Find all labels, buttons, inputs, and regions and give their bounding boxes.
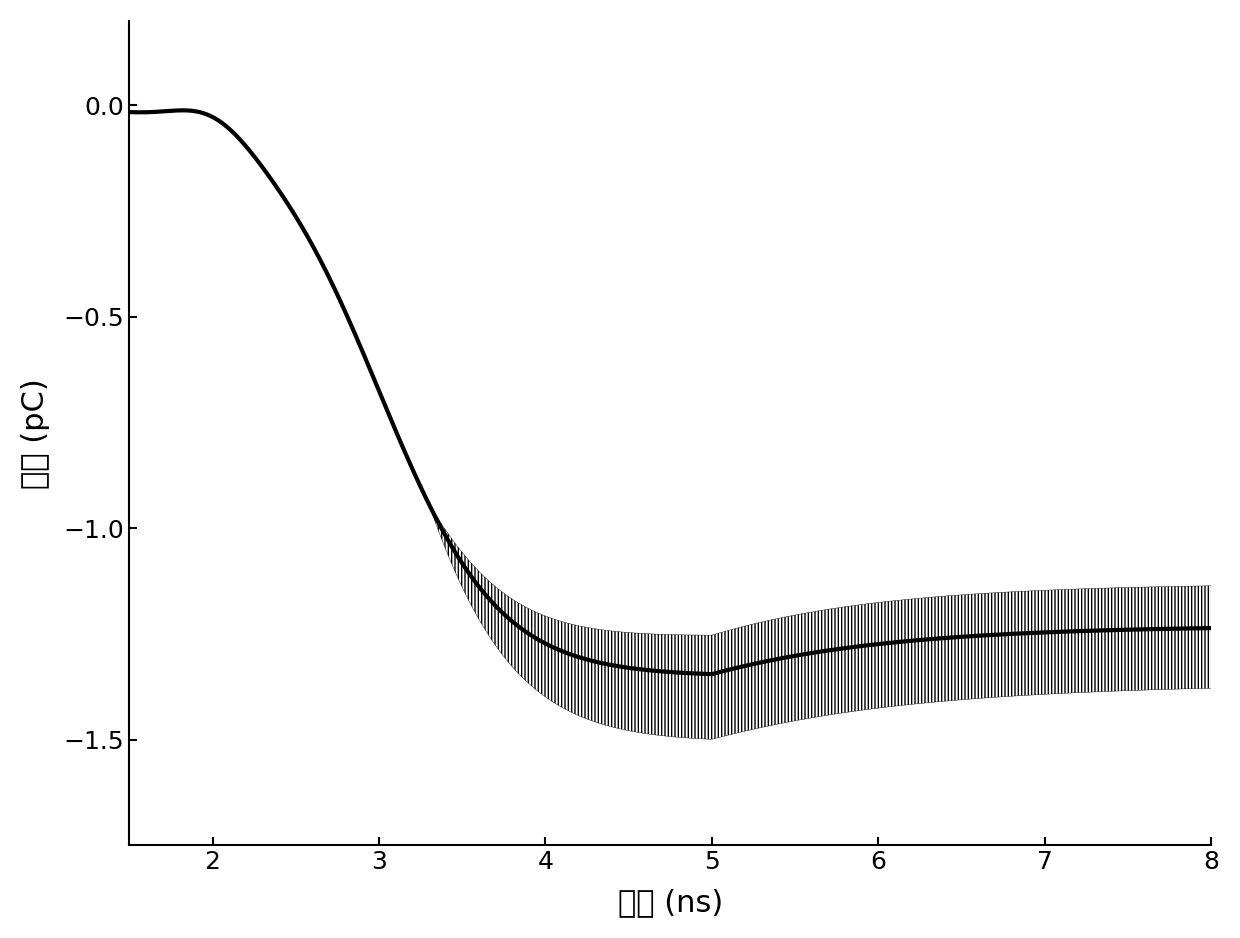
Y-axis label: 电荷 (pC): 电荷 (pC) [21,378,50,489]
X-axis label: 时间 (ns): 时间 (ns) [618,888,723,917]
